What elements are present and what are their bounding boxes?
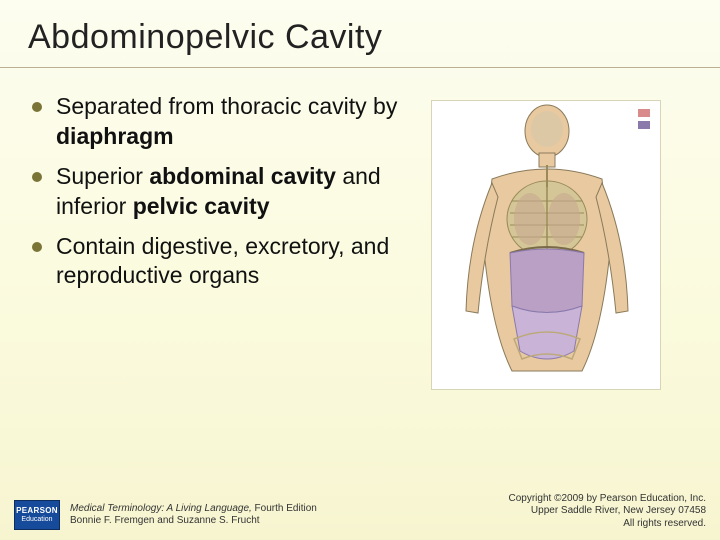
bullet-bold: diaphragm (56, 123, 174, 149)
bullet-item: Superior abdominal cavity and inferior p… (28, 162, 400, 222)
pearson-logo-icon: PEARSON Education (14, 500, 60, 530)
bullet-bold: abdominal cavity (149, 163, 336, 189)
citation: Medical Terminology: A Living Language, … (70, 503, 317, 528)
bullet-list: Separated from thoracic cavity by diaphr… (28, 92, 400, 291)
logo-top: PEARSON (16, 507, 58, 516)
legend-swatch-icon (638, 121, 650, 129)
bullet-text: Superior (56, 163, 149, 189)
copyright-line: Upper Saddle River, New Jersey 07458 (509, 505, 707, 518)
anatomy-svg (432, 101, 662, 391)
footer-right: Copyright ©2009 by Pearson Education, In… (509, 493, 707, 531)
bullet-bold: pelvic cavity (133, 193, 270, 219)
figure-legend (638, 109, 650, 133)
bullet-item: Separated from thoracic cavity by diaphr… (28, 92, 400, 152)
footer: PEARSON Education Medical Terminology: A… (0, 493, 720, 531)
bullet-text: Separated from thoracic cavity by (56, 93, 397, 119)
image-column (400, 92, 692, 390)
footer-left: PEARSON Education Medical Terminology: A… (14, 500, 317, 530)
slide-title: Abdominopelvic Cavity (28, 18, 720, 57)
legend-swatch-icon (638, 109, 650, 117)
logo-bottom: Education (21, 516, 52, 524)
citation-authors: Bonnie F. Fremgen and Suzanne S. Frucht (70, 515, 317, 528)
bullet-text: Contain digestive, excretory, and reprod… (56, 233, 389, 289)
content-area: Separated from thoracic cavity by diaphr… (0, 68, 720, 390)
edition: Fourth Edition (252, 503, 317, 514)
copyright-line: Copyright ©2009 by Pearson Education, In… (509, 493, 707, 506)
text-column: Separated from thoracic cavity by diaphr… (28, 92, 400, 390)
title-area: Abdominopelvic Cavity (0, 0, 720, 68)
book-title: Medical Terminology: A Living Language, (70, 503, 252, 514)
slide: Abdominopelvic Cavity Separated from tho… (0, 0, 720, 540)
copyright-line: All rights reserved. (509, 518, 707, 531)
anatomy-figure (431, 100, 661, 390)
citation-line1: Medical Terminology: A Living Language, … (70, 503, 317, 516)
bullet-item: Contain digestive, excretory, and reprod… (28, 232, 400, 292)
